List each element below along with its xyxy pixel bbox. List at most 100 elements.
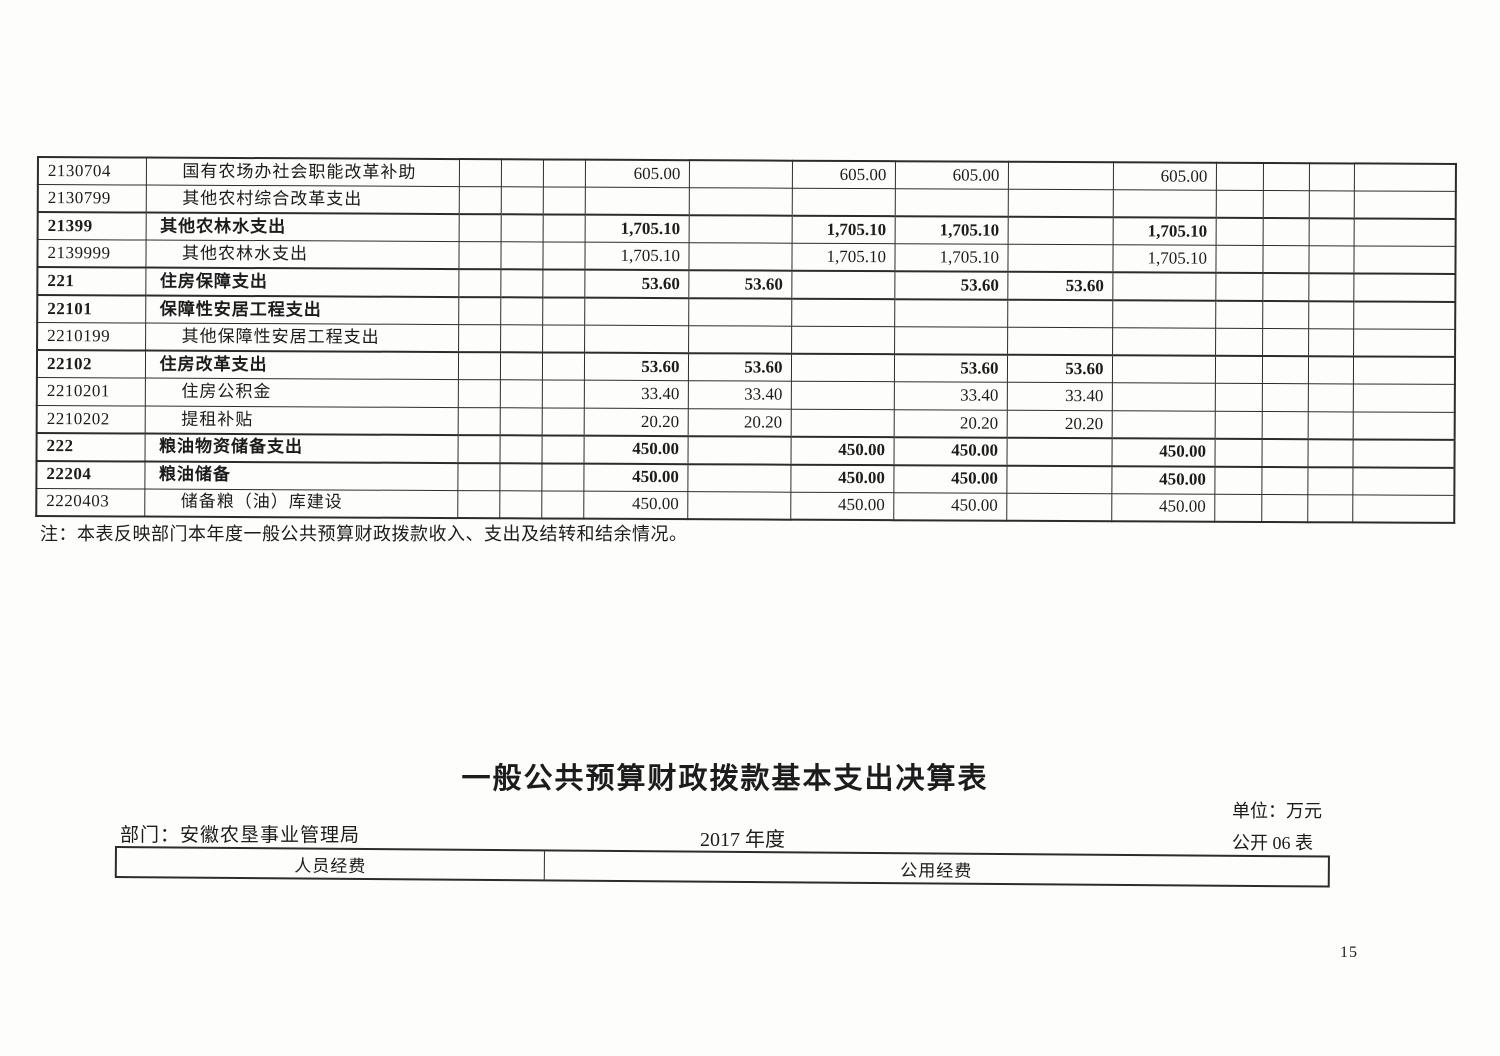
- expenditure-header-table: 人员经费 公用经费: [114, 846, 1330, 888]
- empty-cell: [542, 159, 585, 188]
- amount-cell: [791, 188, 895, 217]
- empty-cell: [1307, 356, 1354, 385]
- row-code: 2130799: [37, 184, 146, 213]
- empty-cell: [1214, 383, 1262, 412]
- empty-cell: [1307, 411, 1353, 440]
- row-code: 22102: [36, 350, 146, 379]
- empty-cell: [542, 269, 585, 298]
- empty-cell: [1262, 300, 1309, 329]
- amount-cell: [790, 381, 894, 410]
- empty-cell: [457, 379, 500, 408]
- empty-cell: [457, 462, 500, 491]
- row-name: 保障性安居工程支出: [145, 295, 459, 325]
- empty-cell: [1352, 494, 1455, 523]
- empty-cell: [499, 462, 542, 491]
- amount-cell: [790, 353, 895, 382]
- amount-cell: 53.60: [583, 352, 689, 381]
- empty-cell: [499, 407, 542, 436]
- amount-cell: 450.00: [1111, 493, 1215, 522]
- empty-cell: [500, 186, 543, 215]
- empty-cell: [500, 242, 543, 270]
- empty-cell: [500, 324, 543, 353]
- amount-cell: [1007, 244, 1113, 273]
- empty-cell: [1307, 439, 1353, 467]
- empty-cell: [541, 407, 584, 436]
- empty-cell: [1214, 493, 1262, 522]
- row-code: 22101: [37, 294, 146, 324]
- amount-cell: 20.20: [1006, 410, 1112, 439]
- empty-cell: [1352, 356, 1456, 385]
- empty-cell: [458, 324, 501, 353]
- empty-cell: [1352, 439, 1455, 468]
- amount-cell: [791, 298, 895, 327]
- empty-cell: [1262, 328, 1309, 357]
- amount-cell: [791, 271, 895, 300]
- public-funds-header: 公用经费: [900, 860, 973, 881]
- empty-cell: [1308, 163, 1354, 192]
- amount-cell: 53.60: [1006, 354, 1113, 384]
- amount-cell: [1112, 327, 1216, 356]
- amount-cell: 605.00: [1112, 162, 1216, 191]
- empty-cell: [1353, 191, 1456, 220]
- amount-cell: [1006, 465, 1112, 494]
- amount-cell: [1006, 492, 1112, 521]
- empty-cell: [1353, 218, 1456, 247]
- empty-cell: [1308, 273, 1354, 302]
- empty-cell: [542, 187, 585, 215]
- row-code: 2210199: [37, 322, 146, 351]
- empty-cell: [542, 214, 585, 243]
- row-name: 住房改革支出: [144, 350, 459, 380]
- row-code: 222: [36, 432, 145, 462]
- amount-cell: 450.00: [790, 436, 894, 465]
- empty-cell: [458, 159, 501, 187]
- empty-cell: [1352, 466, 1455, 496]
- amount-cell: [1006, 437, 1112, 466]
- amount-cell: 450.00: [893, 492, 1007, 521]
- row-name: 国有农场办社会职能改革补助: [145, 157, 459, 187]
- amount-cell: 605.00: [791, 160, 895, 189]
- empty-cell: [499, 380, 542, 408]
- table-number-label: 公开 06 表: [1232, 833, 1313, 853]
- table-note: 注：本表反映部门本年度一般公共预算财政拨款收入、支出及结转和结余情况。: [40, 524, 688, 544]
- amount-cell: 1,705.10: [584, 214, 689, 243]
- empty-cell: [1353, 246, 1456, 275]
- amount-cell: 53.60: [584, 270, 689, 299]
- amount-cell: [1112, 189, 1216, 218]
- amount-cell: [1007, 216, 1113, 246]
- empty-cell: [1353, 301, 1456, 330]
- empty-cell: [541, 435, 584, 464]
- amount-cell: [1111, 383, 1215, 412]
- empty-cell: [500, 214, 543, 243]
- amount-cell: [1111, 410, 1215, 439]
- report-title: 一般公共预算财政拨款基本支出决算表: [461, 763, 989, 795]
- amount-cell: 450.00: [1111, 438, 1215, 467]
- empty-cell: [500, 269, 543, 298]
- page-number: 15: [1340, 944, 1358, 961]
- amount-cell: 53.60: [1007, 272, 1113, 301]
- amount-cell: 1,705.10: [584, 242, 689, 271]
- empty-cell: [457, 407, 500, 436]
- empty-cell: [1262, 273, 1309, 302]
- empty-cell: [457, 352, 501, 381]
- amount-cell: 33.40: [687, 380, 791, 410]
- row-name: 其他农村综合改革支出: [145, 185, 459, 215]
- empty-cell: [1215, 190, 1263, 219]
- amount-cell: [584, 297, 689, 326]
- amount-cell: 53.60: [893, 354, 1008, 383]
- empty-cell: [1307, 383, 1353, 412]
- budget-table-body: 2130704 国有农场办社会职能改革补助 605.00 605.00 605.00 60…: [36, 157, 1456, 523]
- row-code: 2210202: [36, 405, 145, 434]
- row-name: 储备粮（油）库建设: [144, 488, 458, 518]
- amount-cell: [688, 325, 792, 354]
- empty-cell: [1214, 438, 1262, 467]
- empty-cell: [1353, 273, 1456, 302]
- row-code: 2220403: [36, 488, 145, 517]
- empty-cell: [1308, 328, 1354, 357]
- amount-cell: 1,705.10: [894, 243, 1008, 273]
- row-code: 22204: [36, 460, 145, 489]
- empty-cell: [458, 241, 501, 270]
- empty-cell: [500, 297, 543, 326]
- amount-cell: [791, 326, 895, 355]
- row-code: 21399: [37, 212, 146, 241]
